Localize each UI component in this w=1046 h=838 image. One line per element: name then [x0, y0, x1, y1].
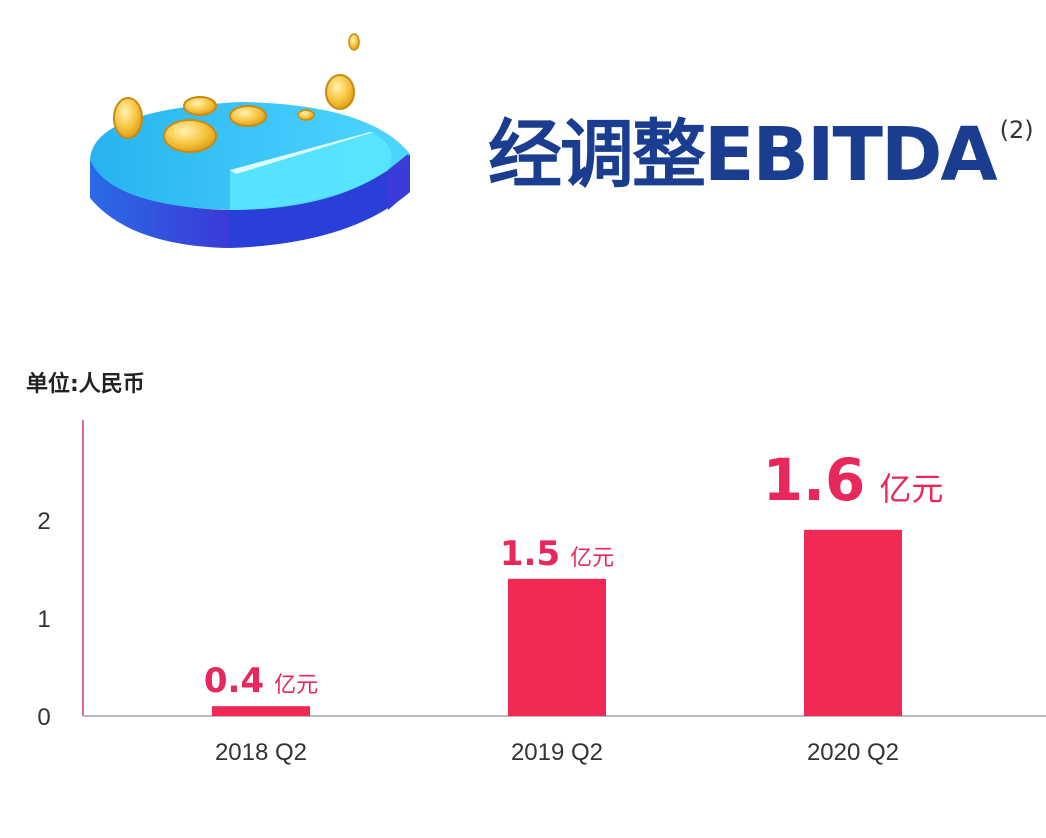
x-tick-label: 2018 Q2 — [215, 739, 307, 766]
y-tick-label: 1 — [37, 606, 50, 633]
data-label-value: 1.5 — [500, 534, 560, 574]
y-tick-label: 0 — [37, 704, 50, 731]
pie-side — [90, 160, 230, 248]
data-label: 0.4 亿元 — [204, 661, 318, 701]
data-label-value: 0.4 — [204, 661, 264, 701]
pie-slice-gap — [230, 132, 374, 174]
data-label: 1.6 亿元 — [763, 446, 944, 514]
coin-icon — [113, 33, 360, 153]
x-tick-label: 2020 Q2 — [807, 739, 899, 766]
pie-side-right — [230, 154, 410, 248]
data-label: 1.5 亿元 — [500, 534, 614, 574]
bar — [508, 578, 606, 716]
pie-chart-coins-illustration — [90, 33, 410, 248]
page-title-text: 经调整EBITDA — [488, 112, 998, 198]
y-tick-label: 2 — [37, 508, 50, 535]
data-label-value: 1.6 — [763, 446, 866, 514]
pie-slice — [230, 132, 392, 210]
data-label-unit: 亿元 — [274, 673, 318, 698]
data-label-unit: 亿元 — [570, 546, 614, 571]
bar — [804, 529, 902, 716]
pie-slice-side — [388, 154, 408, 210]
bar — [212, 706, 310, 716]
data-label-unit: 亿元 — [879, 470, 943, 508]
page-title: 经调整EBITDA (2) — [488, 118, 1034, 192]
unit-label: 单位:人民币 — [26, 372, 145, 397]
x-tick-label: 2019 Q2 — [511, 739, 603, 766]
title-footnote: (2) — [999, 116, 1034, 144]
